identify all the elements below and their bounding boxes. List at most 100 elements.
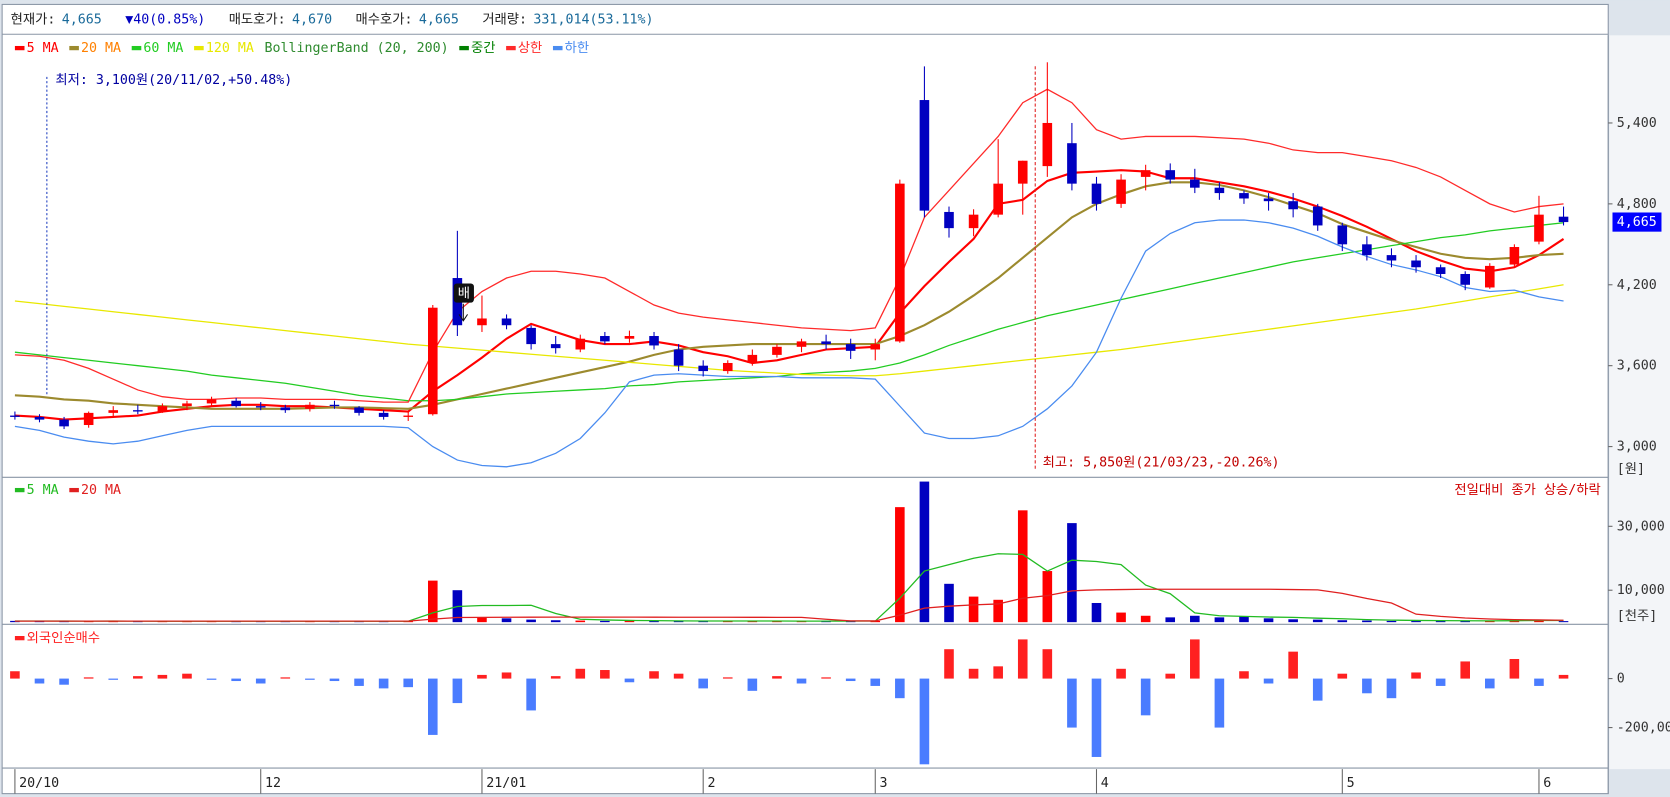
candle-body (821, 341, 831, 345)
net-buy-bar (477, 674, 487, 679)
net-buy-bar (1386, 678, 1397, 699)
legend-label: 120 MA (206, 41, 254, 56)
x-tick-label: 6 (1543, 776, 1551, 791)
legend-swatch (69, 487, 79, 493)
candle-body (1460, 273, 1471, 285)
volume-bar (1386, 620, 1397, 623)
candle-body (477, 318, 487, 326)
legend-swatch (14, 636, 25, 641)
candle-body (870, 344, 881, 350)
volume-bar (1263, 618, 1274, 623)
volume-bar (919, 481, 930, 623)
net-buy-bar (1485, 678, 1495, 689)
net-buy-bar (722, 677, 733, 679)
net-buy-bar (255, 678, 266, 684)
candle-body (83, 412, 94, 426)
net-buy-bar (1190, 639, 1200, 679)
header-label: 매도호가: (229, 11, 286, 27)
net-buy-bar (1067, 678, 1077, 728)
legend-swatch (69, 45, 79, 51)
candle-body (1485, 265, 1495, 288)
net-buy-bar (550, 676, 561, 679)
legend-label: 5 MA (27, 483, 59, 498)
volume-bar (1435, 621, 1446, 623)
y-tick-label: 5,400 (1617, 116, 1657, 131)
net-buy-bar (1017, 639, 1028, 679)
axis-area (1609, 35, 1670, 770)
net-buy-bar (1214, 678, 1225, 728)
volume-bar (575, 620, 586, 623)
candle-body (1312, 206, 1323, 226)
header-value: ▼40(0.85%) (125, 12, 205, 27)
net-buy-bar (1263, 678, 1274, 684)
net-buy-bar (526, 678, 536, 711)
net-buy-bar (1435, 678, 1446, 686)
candle-body (1411, 260, 1421, 268)
signal-label: 배 (458, 286, 470, 302)
net-buy-bar (1140, 678, 1151, 716)
candle-body (919, 100, 930, 211)
net-buy-bar (1337, 673, 1348, 679)
signal-box (453, 283, 474, 303)
candle-body (698, 365, 708, 372)
candle-body (206, 399, 217, 404)
x-tick-label: 20/10 (19, 776, 59, 791)
volume-bar (501, 618, 512, 623)
net-buy-bar (993, 666, 1003, 679)
volume-bar (993, 599, 1003, 623)
candle-body (796, 341, 807, 347)
volume-bar (1411, 620, 1421, 623)
candle-body (501, 318, 512, 326)
candle-body (673, 349, 684, 366)
net-buy-bar (919, 678, 930, 765)
volume-bar (1460, 620, 1471, 623)
y-tick-label: 0 (1617, 672, 1625, 687)
y-tick-label: -200,000 (1617, 721, 1670, 736)
net-buy-bar (280, 677, 291, 679)
net-buy-bar (428, 678, 438, 735)
net-buy-bar (600, 670, 610, 679)
net-buy-bar (870, 678, 881, 686)
candle-body (1509, 247, 1520, 265)
candle-body (1116, 179, 1126, 204)
candle-body (993, 183, 1003, 215)
candle-body (231, 400, 241, 407)
volume-bar (1190, 615, 1200, 623)
volume-bar (600, 620, 610, 623)
panel-caption: 전일대비 종가 상승/하락 (1454, 482, 1600, 498)
volume-bar (1312, 619, 1323, 623)
header-value: 4,665 (62, 12, 102, 27)
x-tick-label: 5 (1347, 776, 1355, 791)
candle-body (1042, 122, 1053, 167)
signal-arrow (458, 303, 469, 322)
volume-bar (1116, 612, 1126, 623)
net-buy-bar (1116, 668, 1126, 679)
legend-swatch (194, 45, 204, 51)
volume-bar (1362, 620, 1372, 623)
candle-body (255, 406, 266, 408)
net-buy-bar (772, 676, 782, 679)
candle-body (1091, 183, 1102, 204)
legend-swatch (459, 45, 469, 51)
y-tick-label: 10,000 (1617, 583, 1665, 598)
header-label: 매수호가: (356, 11, 413, 27)
candle-body (649, 336, 659, 346)
volume-bar (624, 620, 635, 623)
volume-bar (1042, 571, 1053, 623)
legend-label: BollingerBand (20, 200) (265, 41, 449, 56)
net-buy-bar (649, 671, 659, 679)
ma-line (14, 284, 1564, 377)
candle-body (1263, 198, 1274, 202)
candle-body (1165, 170, 1176, 180)
y-tick-label: 3,600 (1617, 359, 1657, 374)
net-buy-bar (403, 678, 414, 688)
candle-body (968, 214, 979, 229)
legend-label: 5 MA (27, 41, 59, 56)
volume-bar (1288, 619, 1298, 623)
net-buy-bar (1460, 661, 1471, 679)
candle-body (157, 406, 168, 412)
candle-body (403, 415, 414, 417)
candle-body (1288, 201, 1298, 210)
